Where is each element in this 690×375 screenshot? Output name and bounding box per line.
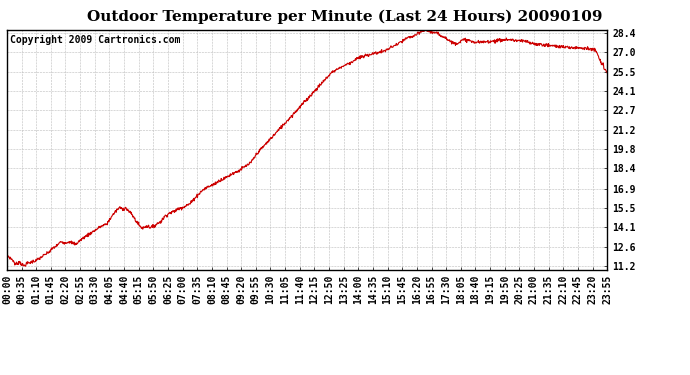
Text: Copyright 2009 Cartronics.com: Copyright 2009 Cartronics.com: [10, 35, 180, 45]
Text: Outdoor Temperature per Minute (Last 24 Hours) 20090109: Outdoor Temperature per Minute (Last 24 …: [87, 9, 603, 24]
